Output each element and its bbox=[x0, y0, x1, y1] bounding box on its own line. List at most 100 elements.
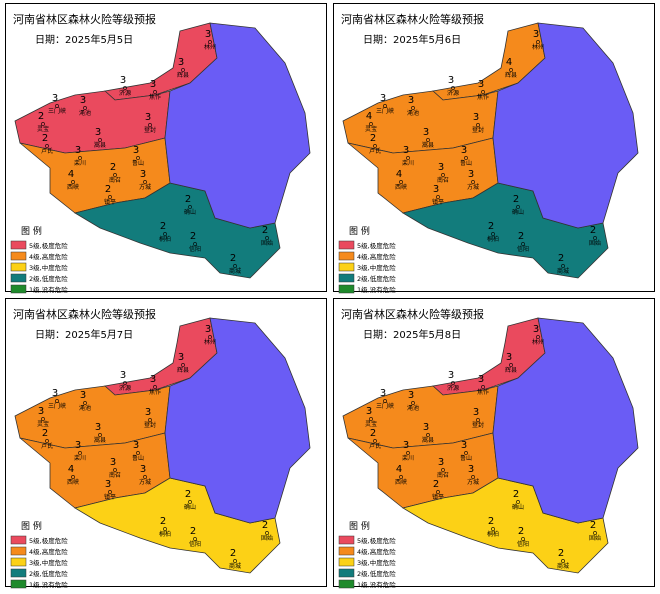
legend-swatch bbox=[10, 579, 27, 589]
map-date: 日期：2025年5月8日 bbox=[363, 328, 461, 341]
station-level: 2 bbox=[433, 479, 439, 490]
legend-label: 1级,没有危险 bbox=[29, 580, 68, 589]
station-name: 焦作 bbox=[477, 388, 489, 396]
station-dot bbox=[208, 335, 212, 339]
legend-label: 2级,低度危险 bbox=[29, 274, 68, 283]
station-dot bbox=[369, 122, 373, 126]
legend-swatch bbox=[338, 557, 355, 567]
station-dot bbox=[451, 86, 455, 90]
station-dot bbox=[233, 264, 237, 268]
station-name: 栾川 bbox=[402, 159, 414, 167]
station-name: 嵩县 bbox=[422, 141, 434, 149]
station-name: 确山 bbox=[512, 208, 524, 216]
station-level: 3 bbox=[205, 324, 211, 335]
station-name: 济源 bbox=[119, 384, 131, 392]
station-level: 3 bbox=[120, 370, 126, 381]
station-dot bbox=[406, 451, 410, 455]
station-name: 三门峡 bbox=[376, 107, 394, 115]
station-name: 确山 bbox=[184, 208, 196, 216]
station-dot bbox=[383, 104, 387, 108]
station-name: 商城 bbox=[557, 562, 569, 570]
station-level: 3 bbox=[478, 374, 484, 385]
station-dot bbox=[98, 138, 102, 142]
legend-label: 5级,极度危险 bbox=[29, 536, 68, 545]
station-name: 方城 bbox=[139, 183, 151, 191]
station-level: 3 bbox=[205, 29, 211, 40]
station-level: 3 bbox=[178, 352, 184, 363]
region bbox=[492, 22, 639, 229]
legend-swatch bbox=[338, 251, 355, 261]
station-dot bbox=[83, 106, 87, 110]
station-name: 登封 bbox=[472, 421, 484, 429]
region bbox=[73, 182, 281, 279]
legend-title: 图 例 bbox=[349, 225, 370, 237]
station-level: 3 bbox=[380, 388, 386, 399]
station-dot bbox=[108, 195, 112, 199]
station-name: 登封 bbox=[144, 421, 156, 429]
legend-title: 图 例 bbox=[349, 520, 370, 532]
station-name: 桐柏 bbox=[159, 530, 171, 538]
station-level: 3 bbox=[133, 440, 139, 451]
station-level: 3 bbox=[38, 406, 44, 417]
station-name: 栾川 bbox=[74, 454, 86, 462]
station-level: 2 bbox=[518, 526, 524, 537]
station-name: 焦作 bbox=[477, 93, 489, 101]
station-dot bbox=[441, 173, 445, 177]
legend-swatch bbox=[338, 546, 355, 556]
station-dot bbox=[181, 68, 185, 72]
station-name: 辉县 bbox=[505, 366, 517, 374]
station-level: 2 bbox=[185, 489, 191, 500]
station-name: 镇平 bbox=[104, 493, 116, 501]
station-dot bbox=[153, 90, 157, 94]
station-level: 2 bbox=[190, 231, 196, 242]
station-name: 固始 bbox=[589, 239, 601, 247]
region bbox=[164, 22, 311, 229]
station-dot bbox=[481, 90, 485, 94]
station-dot bbox=[536, 40, 540, 44]
station-level: 3 bbox=[403, 145, 409, 156]
station-level: 2 bbox=[230, 548, 236, 559]
station-name: 鲁山 bbox=[132, 159, 144, 167]
station-name: 灵宝 bbox=[365, 420, 377, 428]
station-dot bbox=[383, 399, 387, 403]
station-dot bbox=[476, 123, 480, 127]
station-name: 济源 bbox=[447, 384, 459, 392]
station-name: 信阳 bbox=[517, 540, 529, 548]
station-dot bbox=[71, 475, 75, 479]
station-dot bbox=[265, 531, 269, 535]
station-name: 确山 bbox=[184, 503, 196, 511]
station-dot bbox=[399, 180, 403, 184]
station-dot bbox=[441, 468, 445, 472]
station-dot bbox=[406, 156, 410, 160]
station-dot bbox=[521, 242, 525, 246]
station-level: 4 bbox=[396, 464, 402, 475]
station-dot bbox=[451, 381, 455, 385]
legend-swatch bbox=[10, 535, 27, 545]
station-level: 3 bbox=[150, 374, 156, 385]
station-level: 3 bbox=[506, 352, 512, 363]
station-level: 3 bbox=[133, 145, 139, 156]
station-name: 卢氏 bbox=[41, 147, 53, 155]
station-dot bbox=[436, 195, 440, 199]
station-name: 焦作 bbox=[149, 93, 161, 101]
station-dot bbox=[561, 559, 565, 563]
legend-swatch bbox=[338, 568, 355, 578]
station-name: 固始 bbox=[261, 534, 273, 542]
region bbox=[164, 317, 311, 524]
station-level: 3 bbox=[120, 75, 126, 86]
station-level: 2 bbox=[488, 221, 494, 232]
station-name: 镇平 bbox=[104, 198, 116, 206]
legend-swatch bbox=[338, 284, 355, 294]
station-level: 3 bbox=[95, 422, 101, 433]
station-dot bbox=[113, 468, 117, 472]
station-level: 2 bbox=[42, 133, 48, 144]
legend-swatch bbox=[10, 284, 27, 294]
region bbox=[492, 317, 639, 524]
station-dot bbox=[45, 144, 49, 148]
station-level: 3 bbox=[468, 169, 474, 180]
station-dot bbox=[411, 106, 415, 110]
station-level: 3 bbox=[533, 324, 539, 335]
station-name: 方城 bbox=[467, 183, 479, 191]
station-level: 3 bbox=[408, 95, 414, 106]
station-name: 鲁山 bbox=[132, 454, 144, 462]
